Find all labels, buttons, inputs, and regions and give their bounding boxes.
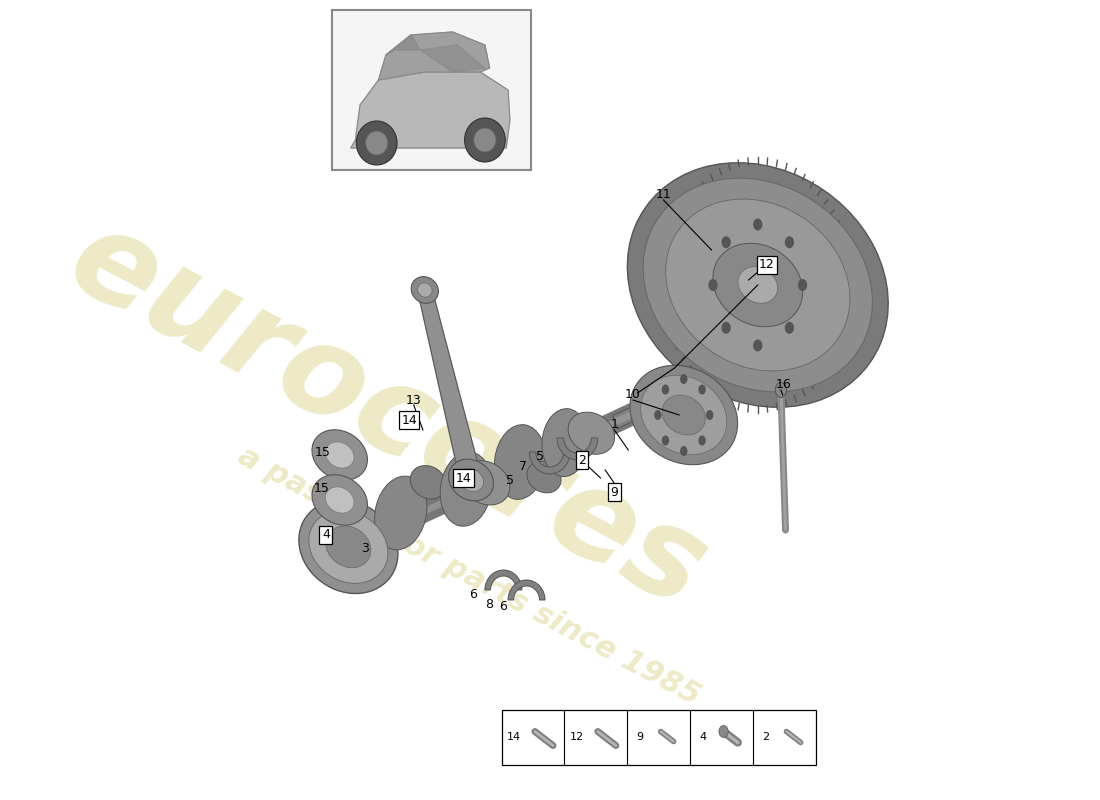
Ellipse shape <box>326 442 354 468</box>
Text: 7: 7 <box>519 461 527 474</box>
Ellipse shape <box>326 487 354 513</box>
Text: 9: 9 <box>637 733 644 742</box>
Text: 2: 2 <box>579 454 586 466</box>
Ellipse shape <box>662 435 669 446</box>
Text: 10: 10 <box>625 389 641 402</box>
Ellipse shape <box>662 395 705 435</box>
Text: 1: 1 <box>610 418 618 431</box>
Ellipse shape <box>418 283 432 297</box>
Polygon shape <box>386 35 420 55</box>
Ellipse shape <box>719 726 728 738</box>
Ellipse shape <box>640 375 727 454</box>
Text: 4: 4 <box>700 733 706 742</box>
Ellipse shape <box>754 218 762 230</box>
Ellipse shape <box>440 452 492 526</box>
Ellipse shape <box>738 266 778 303</box>
Ellipse shape <box>461 461 510 505</box>
Ellipse shape <box>666 199 850 371</box>
Polygon shape <box>420 45 485 72</box>
Ellipse shape <box>784 322 794 334</box>
Ellipse shape <box>722 236 730 248</box>
Bar <box>332 10 531 170</box>
Polygon shape <box>613 399 652 429</box>
Ellipse shape <box>312 474 367 526</box>
Ellipse shape <box>299 500 398 594</box>
Text: 11: 11 <box>656 189 671 202</box>
Wedge shape <box>508 580 544 600</box>
Text: 9: 9 <box>610 486 618 498</box>
Ellipse shape <box>754 339 762 351</box>
Ellipse shape <box>798 279 807 291</box>
Polygon shape <box>351 72 510 148</box>
Ellipse shape <box>776 382 786 398</box>
Circle shape <box>464 118 505 162</box>
Ellipse shape <box>680 374 688 384</box>
Text: 12: 12 <box>759 258 774 271</box>
Ellipse shape <box>542 409 588 477</box>
Text: 14: 14 <box>507 733 521 742</box>
Ellipse shape <box>627 162 888 407</box>
Ellipse shape <box>713 243 803 326</box>
Text: 4: 4 <box>322 529 330 542</box>
Text: 15: 15 <box>314 482 329 494</box>
Text: 14: 14 <box>455 471 472 485</box>
Ellipse shape <box>375 476 427 550</box>
Ellipse shape <box>459 469 484 491</box>
Ellipse shape <box>644 178 872 392</box>
Ellipse shape <box>312 430 367 480</box>
Ellipse shape <box>708 279 717 291</box>
Text: a passion for parts since 1985: a passion for parts since 1985 <box>233 442 705 710</box>
Ellipse shape <box>722 322 730 334</box>
Text: 13: 13 <box>406 394 421 406</box>
Circle shape <box>474 128 496 152</box>
Polygon shape <box>378 32 490 80</box>
Text: 8: 8 <box>485 598 494 611</box>
Ellipse shape <box>527 462 561 493</box>
Ellipse shape <box>568 412 615 454</box>
Bar <box>502 710 816 765</box>
Ellipse shape <box>410 466 447 499</box>
Ellipse shape <box>326 526 371 568</box>
Wedge shape <box>557 438 597 460</box>
Ellipse shape <box>680 446 688 456</box>
Text: 6: 6 <box>499 601 507 614</box>
Text: 16: 16 <box>776 378 792 391</box>
Polygon shape <box>339 530 372 558</box>
Ellipse shape <box>698 385 706 394</box>
Wedge shape <box>485 570 521 590</box>
Ellipse shape <box>698 435 706 446</box>
Ellipse shape <box>630 366 738 465</box>
Ellipse shape <box>494 425 546 499</box>
Ellipse shape <box>411 277 439 303</box>
Ellipse shape <box>654 410 661 420</box>
Text: 5: 5 <box>506 474 514 486</box>
Text: 15: 15 <box>315 446 331 459</box>
Text: 12: 12 <box>570 733 584 742</box>
Text: 3: 3 <box>361 542 368 554</box>
Ellipse shape <box>309 510 388 583</box>
Ellipse shape <box>784 236 794 248</box>
Ellipse shape <box>662 385 669 394</box>
Polygon shape <box>417 290 482 480</box>
Ellipse shape <box>706 410 714 420</box>
Circle shape <box>356 121 397 165</box>
Text: 6: 6 <box>469 589 476 602</box>
Ellipse shape <box>449 459 494 501</box>
Circle shape <box>365 131 388 155</box>
Text: 14: 14 <box>402 414 417 426</box>
Text: 5: 5 <box>537 450 544 463</box>
Text: eurocores: eurocores <box>50 198 726 634</box>
Wedge shape <box>529 452 570 474</box>
Text: 2: 2 <box>762 733 769 742</box>
